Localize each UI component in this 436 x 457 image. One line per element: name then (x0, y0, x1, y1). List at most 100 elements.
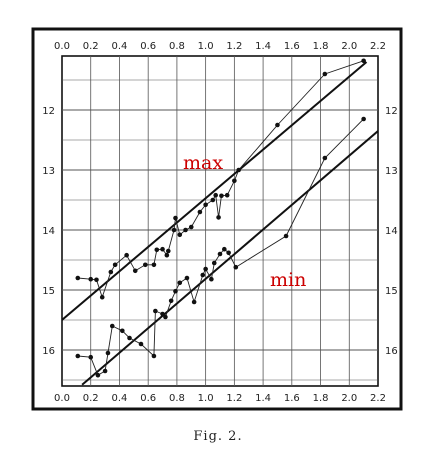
x-tick-label-top: 1.6 (284, 41, 300, 52)
series-label-min: min (270, 269, 306, 291)
y-tick-label-left: 15 (42, 286, 55, 297)
x-tick-label-top: 2.0 (341, 41, 357, 52)
data-point-min (233, 264, 239, 270)
data-point-max (173, 215, 178, 221)
data-point-min (138, 341, 144, 347)
fit-line-max (62, 61, 368, 322)
data-point-min (127, 335, 132, 341)
data-point-min (151, 353, 157, 359)
x-tick-label-top: 1.2 (226, 41, 242, 52)
data-point-max (197, 209, 203, 215)
data-point-max (216, 215, 221, 220)
data-point-min (200, 272, 206, 278)
data-point-min (177, 280, 183, 286)
data-point-max (108, 269, 114, 275)
fit-line-min (81, 130, 378, 386)
data-point-min (75, 353, 81, 359)
y-tick-label-left: 14 (42, 226, 55, 237)
x-tick-label-bottom: 2.2 (370, 393, 386, 404)
tick-labels-layer: 0.0 0.0 0.2 0.2 0.4 0.4 0.6 0.6 0.8 0.8 1.0 1.0 1.2 1… (42, 41, 397, 404)
data-point-max (154, 247, 160, 253)
data-point-min (153, 308, 158, 314)
x-tick-label-bottom: 1.6 (284, 393, 300, 404)
x-tick-label-bottom: 0.2 (83, 393, 99, 404)
data-point-max (160, 246, 165, 252)
data-point-max (94, 277, 99, 283)
data-point-max (224, 192, 230, 198)
x-tick-label-top: 0.8 (169, 41, 185, 52)
data-series-layer (75, 58, 366, 378)
data-point-max (164, 252, 170, 258)
data-point-max (143, 262, 148, 268)
x-tick-label-top: 2.2 (370, 41, 386, 52)
data-point-min (160, 311, 165, 317)
data-point-max (165, 248, 171, 254)
data-point-min (173, 288, 178, 294)
data-point-min (209, 276, 214, 282)
data-point-min (102, 368, 108, 374)
x-tick-label-top: 0.0 (54, 41, 70, 52)
data-point-max (275, 122, 280, 128)
data-point-max (177, 232, 183, 238)
data-point-max (236, 167, 241, 173)
data-point-min (322, 155, 328, 161)
outer-frame (31, 27, 403, 411)
x-tick-label-top: 0.6 (140, 41, 156, 52)
data-point-min (109, 323, 115, 329)
y-tick-label-left: 12 (42, 106, 55, 117)
x-tick-label-top: 0.4 (112, 41, 128, 52)
data-point-max (361, 58, 366, 64)
y-tick-label-left: 13 (42, 166, 55, 177)
data-point-min (361, 116, 366, 122)
x-tick-label-bottom: 0.6 (140, 393, 156, 404)
data-point-max (188, 224, 194, 230)
y-tick-label-right: 12 (385, 106, 398, 117)
data-point-max (112, 262, 118, 268)
data-point-max (171, 227, 177, 233)
y-tick-label-left: 16 (42, 346, 55, 357)
data-point-max (99, 294, 105, 300)
x-tick-label-bottom: 0.4 (112, 393, 128, 404)
y-tick-label-right: 14 (385, 226, 398, 237)
x-tick-label-top: 1.4 (255, 41, 271, 52)
x-tick-label-top: 1.0 (198, 41, 214, 52)
data-point-min (203, 266, 208, 272)
x-tick-label-bottom: 2.0 (341, 393, 357, 404)
grid-layer (62, 56, 378, 386)
data-point-max (124, 252, 129, 258)
x-tick-label-top: 0.2 (83, 41, 99, 52)
data-point-min (226, 250, 231, 256)
data-point-max (88, 276, 94, 282)
data-point-min (222, 246, 227, 252)
data-point-max (232, 178, 237, 184)
fit-lines-layer (62, 61, 378, 386)
data-point-min (168, 298, 174, 304)
data-point-max (322, 71, 328, 77)
x-tick-label-top: 1.8 (313, 41, 329, 52)
data-point-min (163, 314, 168, 320)
data-point-min (95, 372, 101, 378)
data-point-max (75, 275, 81, 281)
series-label-max: max (183, 152, 223, 174)
x-tick-label-bottom: 0.8 (169, 393, 185, 404)
data-point-min (191, 299, 197, 305)
x-tick-label-bottom: 1.8 (313, 393, 329, 404)
data-point-min (120, 328, 125, 334)
data-point-max (210, 197, 216, 203)
data-point-max (219, 193, 224, 199)
y-tick-label-right: 13 (385, 166, 398, 177)
y-tick-label-right: 15 (385, 286, 398, 297)
plot-area-border (61, 55, 379, 387)
data-point-min (88, 354, 94, 360)
data-point-max (183, 227, 188, 233)
x-tick-label-bottom: 1.4 (255, 393, 271, 404)
x-tick-label-bottom: 0.0 (54, 393, 70, 404)
data-point-min (105, 350, 111, 356)
x-tick-label-bottom: 1.0 (198, 393, 214, 404)
data-point-max (151, 262, 157, 268)
figure-caption: Fig. 2. (193, 429, 242, 444)
data-point-min (283, 233, 289, 239)
data-point-max (213, 192, 218, 198)
data-point-min (211, 260, 217, 266)
